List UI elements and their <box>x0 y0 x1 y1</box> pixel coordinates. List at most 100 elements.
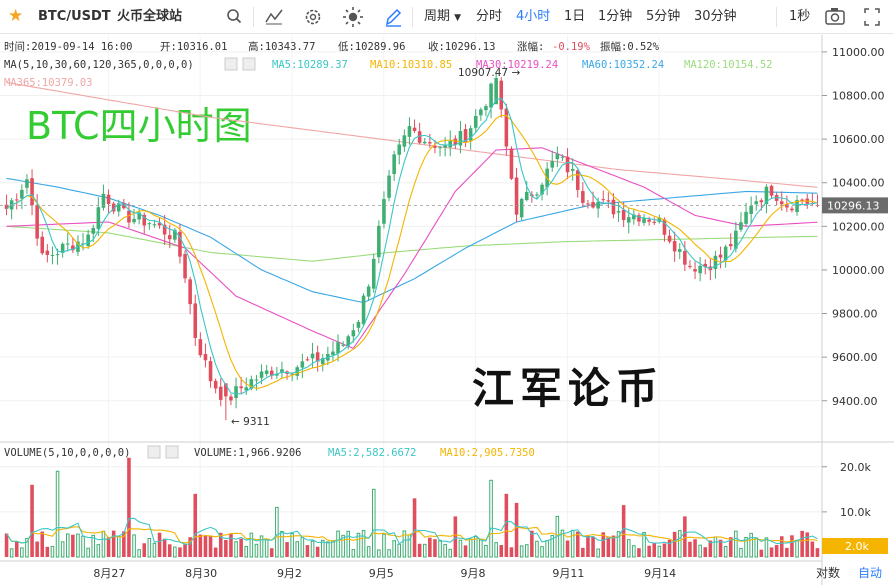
candle-body <box>259 371 264 378</box>
candle-body <box>744 211 748 224</box>
volume-bar <box>45 546 50 557</box>
volume-bar <box>504 493 509 557</box>
candle-body <box>351 330 356 337</box>
chevron-down-icon: ▼ <box>454 13 462 23</box>
star-icon[interactable]: ★ <box>8 6 24 26</box>
candle-body <box>626 217 631 223</box>
volume-value: VOLUME:1,966.9206 <box>194 447 301 459</box>
interval-tab-1d[interactable]: 1日 <box>564 9 586 24</box>
search-icon[interactable] <box>226 0 242 34</box>
interval-tab-timeline[interactable]: 分时 <box>476 9 503 24</box>
volume-bar <box>438 539 442 558</box>
volume-bar <box>810 541 815 557</box>
volume-bar <box>708 540 713 557</box>
volume-bar <box>468 538 473 558</box>
candle-body <box>50 254 55 256</box>
candle-body <box>718 254 723 258</box>
volume-bar <box>167 544 172 557</box>
volume-bar <box>397 543 402 558</box>
ma-close-icon[interactable] <box>242 57 256 71</box>
volume-bar <box>734 530 738 558</box>
candle-body <box>764 186 769 205</box>
volume-bar <box>305 545 310 557</box>
settings-icon[interactable] <box>303 0 323 34</box>
volume-bar <box>137 549 141 558</box>
candle-body <box>412 127 417 132</box>
theme-sun-icon[interactable] <box>342 0 364 34</box>
period-dropdown[interactable]: 周期 ▼ <box>424 0 461 34</box>
x-tick-label: 9月14 <box>644 567 676 580</box>
x-tick-label: 9月11 <box>552 567 584 580</box>
candle-body <box>790 208 794 211</box>
candle-body <box>616 211 621 213</box>
volume-ma10: MA10:2,905.7350 <box>440 447 535 459</box>
y-tick-label: 10400.00 <box>832 177 885 190</box>
volume-settings-icon[interactable] <box>147 445 161 459</box>
candle-body <box>4 204 9 210</box>
volume-bar <box>683 516 687 557</box>
volume-bar <box>387 549 391 558</box>
legend-high: 高:10343.77 <box>248 40 315 53</box>
candle-body <box>504 108 509 147</box>
candle-body <box>137 212 141 220</box>
candle-body <box>713 255 718 269</box>
candle-body <box>667 235 672 242</box>
log-scale-toggle[interactable]: 对数 <box>816 565 840 580</box>
volume-ma5-line <box>6 517 818 545</box>
volume-bar <box>371 488 376 558</box>
candle-body <box>336 342 340 354</box>
auto-scale-toggle[interactable]: 自动 <box>858 566 882 580</box>
ma10-line <box>6 114 818 390</box>
volume-bar <box>183 544 187 557</box>
y-tick-label: 9800.00 <box>832 308 878 321</box>
volume-params: VOLUME(5,10,0,0,0,0) <box>4 447 130 459</box>
candle-body <box>208 361 213 382</box>
camera-icon[interactable] <box>824 0 846 34</box>
volume-bar <box>677 530 682 558</box>
volume-bar <box>693 539 697 557</box>
y-tick-label: 10800.00 <box>832 90 885 103</box>
symbol-label[interactable]: BTC/USDT <box>38 9 111 24</box>
volume-bar <box>769 547 774 557</box>
volume-tick-label: 10.0k <box>840 506 871 519</box>
interval-tab-5m[interactable]: 5分钟 <box>646 9 681 24</box>
volume-close-icon[interactable] <box>165 445 179 459</box>
price-chart[interactable]: BTC四小时图 江军论币 9400.00 9600.00 9800.00 10000.… <box>0 35 894 585</box>
candle-body <box>20 189 24 199</box>
candle-body <box>361 295 366 325</box>
draw-pen-icon[interactable] <box>383 0 403 34</box>
volume-bar <box>300 537 305 558</box>
exchange-label[interactable]: 火币全球站 <box>117 9 183 24</box>
candle-body <box>642 217 646 223</box>
interval-tab-1m[interactable]: 1分钟 <box>598 9 633 24</box>
candle-body <box>453 138 458 145</box>
volume-bar <box>35 541 39 557</box>
watermark-brand: 江军论币 <box>472 364 664 413</box>
volume-bar <box>178 547 182 557</box>
volume-bar <box>320 539 325 558</box>
volume-bar <box>127 457 131 557</box>
volume-bar <box>494 542 498 558</box>
volume-bar <box>147 537 152 558</box>
volume-bar <box>530 530 534 557</box>
volume-bar <box>244 546 249 558</box>
ma-settings-icon[interactable] <box>224 57 238 71</box>
candle-body <box>800 199 804 202</box>
volume-bar <box>463 545 468 557</box>
volume-bar <box>382 533 386 558</box>
interval-tab-4h[interactable]: 4小时 <box>516 9 551 24</box>
volume-bar <box>637 548 641 557</box>
candle-body <box>769 185 774 196</box>
volume-bar <box>162 538 167 557</box>
candle-body <box>560 156 565 158</box>
candle-body <box>575 170 580 190</box>
fullscreen-icon[interactable] <box>862 0 882 34</box>
y-tick-label: 10200.00 <box>832 220 885 233</box>
candle-body <box>142 214 147 226</box>
volume-bar <box>458 539 463 558</box>
interval-tab-30m[interactable]: 30分钟 <box>694 9 737 24</box>
indicator-icon[interactable] <box>264 0 284 34</box>
watermark-title: BTC四小时图 <box>26 104 252 148</box>
volume-bar <box>259 535 264 558</box>
refresh-rate[interactable]: 1秒 <box>789 9 811 24</box>
